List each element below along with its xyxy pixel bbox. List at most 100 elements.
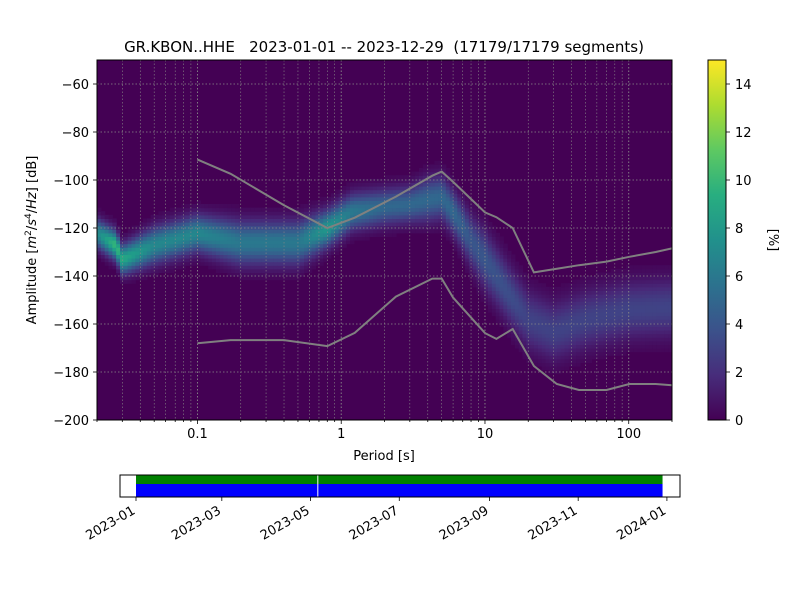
- heatmap-cell: [576, 355, 581, 360]
- heatmap-cell: [649, 272, 654, 277]
- heatmap-cell: [633, 272, 639, 277]
- heatmap-cell: [357, 186, 363, 191]
- heatmap-cell: [169, 261, 175, 266]
- heatmap-cell: [564, 358, 570, 363]
- heatmap-cell: [629, 290, 635, 295]
- heatmap-cell: [162, 247, 167, 252]
- heatmap-cell: [265, 276, 271, 281]
- heatmap-cell: [396, 178, 401, 183]
- heatmap-cell: [403, 218, 409, 223]
- heatmap-cell: [580, 304, 585, 309]
- heatmap-cell: [304, 247, 309, 252]
- heatmap-cell: [649, 319, 654, 324]
- heatmap-cell: [422, 189, 428, 194]
- heatmap-cell: [415, 222, 420, 227]
- heatmap-cell: [580, 358, 585, 363]
- heatmap-cell: [507, 315, 512, 320]
- heatmap-cell: [656, 333, 662, 338]
- heatmap-cell: [580, 290, 585, 295]
- heatmap-cell: [503, 319, 508, 324]
- heatmap-cell: [568, 322, 573, 327]
- heatmap-cell: [235, 218, 240, 223]
- y-tick-label: −200: [53, 414, 89, 429]
- heatmap-cell: [633, 340, 639, 345]
- heatmap-cell: [146, 236, 152, 241]
- heatmap-cell: [476, 268, 481, 273]
- heatmap-cell: [560, 351, 566, 356]
- heatmap-cell: [526, 326, 531, 331]
- heatmap-cell: [472, 240, 478, 245]
- heatmap-cell: [254, 265, 259, 270]
- heatmap-cell: [476, 229, 481, 234]
- heatmap-cell: [518, 315, 524, 320]
- heatmap-cell: [591, 355, 596, 360]
- heatmap-cell: [185, 204, 190, 209]
- heatmap-cell: [235, 258, 240, 263]
- heatmap-cell: [139, 222, 144, 227]
- heatmap-cell: [560, 286, 566, 291]
- heatmap-cell: [603, 304, 608, 309]
- heatmap-cell: [534, 330, 539, 335]
- heatmap-cell: [587, 294, 593, 299]
- heatmap-cell: [649, 294, 654, 299]
- heatmap-cell: [242, 243, 248, 248]
- heatmap-cell: [430, 207, 435, 212]
- heatmap-cell: [484, 258, 489, 263]
- heatmap-cell: [254, 229, 259, 234]
- heatmap-cell: [196, 254, 202, 259]
- heatmap-cell: [350, 189, 355, 194]
- heatmap-cell: [587, 304, 593, 309]
- heatmap-cell: [637, 340, 642, 345]
- heatmap-cell: [296, 261, 301, 266]
- heatmap-cell: [534, 297, 539, 302]
- heatmap-cell: [273, 268, 278, 273]
- heatmap-cell: [212, 247, 217, 252]
- heatmap-cell: [185, 236, 190, 241]
- heatmap-cell: [235, 229, 240, 234]
- heatmap-cell: [518, 276, 524, 281]
- heatmap-cell: [127, 265, 133, 270]
- heatmap-cell: [618, 344, 623, 349]
- heatmap-cell: [403, 186, 409, 191]
- heatmap-cell: [668, 330, 672, 335]
- heatmap-cell: [108, 247, 113, 252]
- heatmap-cell: [564, 362, 570, 367]
- heatmap-cell: [307, 240, 313, 245]
- heatmap-cell: [250, 272, 255, 277]
- heatmap-cell: [488, 229, 493, 234]
- heatmap-cell: [169, 268, 175, 273]
- heatmap-cell: [292, 240, 297, 245]
- heatmap-cell: [284, 207, 290, 212]
- heatmap-cell: [311, 222, 317, 227]
- heatmap-cell: [380, 193, 386, 198]
- heatmap-cell: [668, 268, 672, 273]
- heatmap-cell: [572, 330, 577, 335]
- heatmap-cell: [649, 348, 654, 353]
- heatmap-cell: [645, 265, 650, 270]
- heatmap-cell: [606, 330, 612, 335]
- heatmap-cell: [641, 297, 646, 302]
- heatmap-cell: [472, 207, 478, 212]
- heatmap-cell: [534, 322, 539, 327]
- heatmap-cell: [422, 200, 428, 205]
- heatmap-cell: [614, 340, 619, 345]
- heatmap-cell: [484, 276, 489, 281]
- heatmap-cell: [227, 225, 232, 230]
- heatmap-cell: [499, 312, 504, 317]
- heatmap-cell: [422, 196, 428, 201]
- heatmap-cell: [300, 207, 305, 212]
- heatmap-cell: [449, 211, 455, 216]
- heatmap-cell: [116, 261, 121, 266]
- heatmap-cell: [491, 247, 497, 252]
- heatmap-cell: [419, 211, 424, 216]
- heatmap-cell: [169, 247, 175, 252]
- heatmap-cell: [503, 258, 508, 263]
- heatmap-cell: [434, 182, 439, 187]
- heatmap-cell: [641, 322, 646, 327]
- heatmap-cell: [235, 254, 240, 259]
- heatmap-cell: [108, 222, 113, 227]
- heatmap-cell: [499, 286, 504, 291]
- heatmap-cell: [461, 193, 466, 198]
- heatmap-cell: [284, 222, 290, 227]
- heatmap-cell: [572, 337, 577, 342]
